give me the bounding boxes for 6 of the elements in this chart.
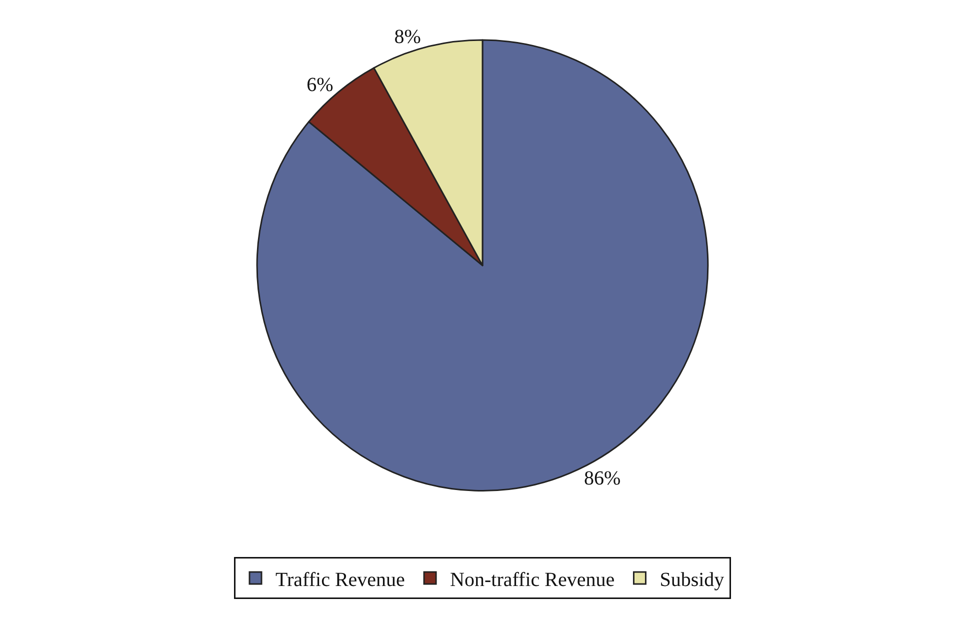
legend-label: Traffic Revenue [276, 568, 406, 591]
data-label: 8% [394, 26, 421, 48]
legend-label: Non-traffic Revenue [450, 568, 615, 591]
data-label: 6% [306, 74, 334, 96]
legend-label: Subsidy [660, 568, 724, 591]
data-label: 86% [584, 467, 621, 490]
